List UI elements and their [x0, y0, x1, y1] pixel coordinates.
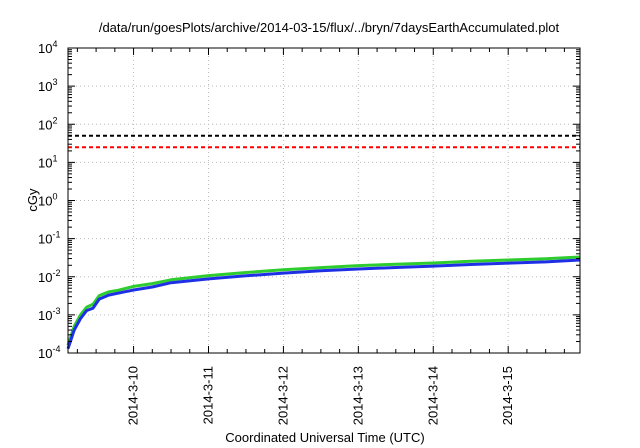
- y-tick-label: 10-2: [38, 268, 60, 285]
- y-tick-label: 103: [38, 77, 57, 94]
- x-axis: 2014-3-10 2014-3-11 2014-3-12 2014-3-13 2014…: [76, 48, 565, 425]
- y-axis: 10-4 10-3 10-2 10-1 100 101 102 103 104: [38, 39, 580, 361]
- x-axis-label: Coordinated Universal Time (UTC): [225, 430, 424, 445]
- y-tick-label: 102: [38, 115, 57, 132]
- y-tick-label: 101: [38, 153, 57, 170]
- chart-title: /data/run/goesPlots/archive/2014-03-15/f…: [99, 20, 560, 35]
- y-tick-label: 100: [38, 192, 57, 209]
- x-tick-label: 2014-3-13: [350, 366, 365, 425]
- x-tick-label: 2014-3-12: [275, 366, 290, 425]
- y-axis-label: cGy: [25, 188, 40, 212]
- x-tick-label: 2014-3-15: [500, 366, 515, 425]
- reference-lines: [68, 134, 580, 149]
- x-tick-label: 2014-3-11: [200, 366, 215, 424]
- x-tick-label: 2014-3-14: [425, 366, 440, 425]
- series-line: [66, 258, 581, 350]
- y-tick-label: 10-4: [38, 344, 60, 361]
- grid: [68, 48, 580, 353]
- series-line: [66, 255, 581, 346]
- series-lines: [66, 255, 581, 350]
- y-tick-label: 10-1: [38, 230, 60, 247]
- y-tick-label: 10-3: [38, 306, 60, 323]
- x-tick-label: 2014-3-10: [126, 366, 141, 425]
- y-tick-label: 104: [38, 39, 57, 56]
